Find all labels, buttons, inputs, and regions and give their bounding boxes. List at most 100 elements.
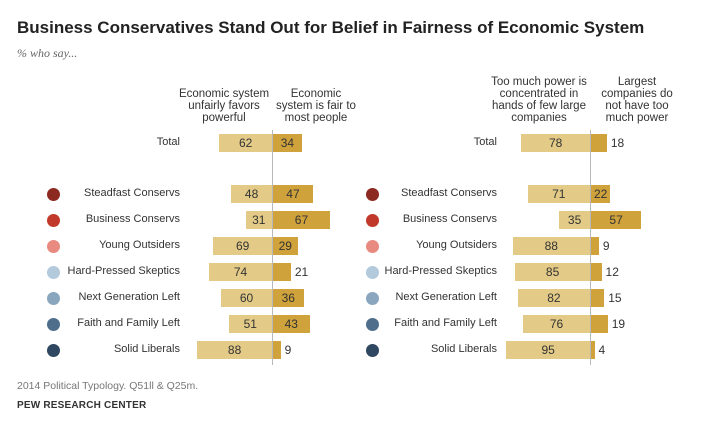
value-label-right: 19 bbox=[611, 317, 626, 331]
group-color-dot bbox=[47, 291, 60, 305]
panel1-category-label: Solid Liberals bbox=[113, 343, 180, 355]
bar-left bbox=[523, 315, 590, 333]
bar-left bbox=[221, 289, 272, 307]
bar-right bbox=[591, 341, 595, 359]
bar-right bbox=[273, 315, 310, 333]
group-color-dot bbox=[366, 317, 379, 331]
value-label-right: 9 bbox=[602, 239, 610, 253]
panel1-category-label: Young Outsiders bbox=[99, 239, 180, 251]
group-color-dot bbox=[366, 187, 379, 201]
panel1-category-label: Steadfast Conservs bbox=[84, 187, 180, 199]
bar-left bbox=[559, 211, 590, 229]
value-label-right: 67 bbox=[294, 213, 309, 227]
value-label-right: 43 bbox=[284, 317, 298, 331]
panel2-category-label: Steadfast Conservs bbox=[401, 187, 497, 199]
panel1-right-header: Economic system is fair to most people bbox=[276, 88, 356, 124]
group-color-dot bbox=[366, 265, 379, 279]
panel2-category-label: Total bbox=[473, 136, 497, 148]
value-label-right: 29 bbox=[278, 239, 292, 253]
group-color-dot bbox=[366, 291, 379, 305]
bar-left bbox=[521, 134, 590, 152]
value-label-left: 35 bbox=[567, 213, 582, 227]
value-label-right: 47 bbox=[286, 187, 300, 201]
value-label-left: 85 bbox=[545, 265, 560, 279]
chart-subtitle: % who say... bbox=[17, 46, 78, 60]
value-label-right: 4 bbox=[598, 343, 606, 357]
bar-right bbox=[591, 237, 599, 255]
bar-left bbox=[245, 211, 272, 229]
value-label-left: 69 bbox=[235, 239, 250, 253]
value-label-left: 60 bbox=[239, 291, 254, 305]
group-color-dot bbox=[47, 317, 60, 331]
panel1-category-label: Next Generation Left bbox=[78, 291, 180, 303]
value-label-right: 9 bbox=[284, 343, 292, 357]
value-label-left: 48 bbox=[244, 187, 259, 201]
group-color-dot bbox=[47, 265, 60, 279]
panel2-category-label: Faith and Family Left bbox=[394, 317, 497, 329]
group-color-dot bbox=[47, 239, 60, 253]
bar-left bbox=[219, 134, 272, 152]
bar-left bbox=[512, 237, 590, 255]
value-label-right: 57 bbox=[609, 213, 623, 227]
bar-right bbox=[273, 134, 302, 152]
bar-right bbox=[273, 185, 313, 203]
bar-left bbox=[527, 185, 590, 203]
group-color-dot bbox=[366, 343, 379, 357]
bar-right bbox=[273, 211, 330, 229]
panel2-category-label: Solid Liberals bbox=[430, 343, 497, 355]
value-label-left: 88 bbox=[227, 343, 242, 357]
value-label-left: 82 bbox=[547, 291, 561, 305]
panel2-category-label: Next Generation Left bbox=[395, 291, 497, 303]
value-label-left: 31 bbox=[252, 213, 266, 227]
value-label-left: 51 bbox=[243, 317, 257, 331]
panel1-category-label: Faith and Family Left bbox=[77, 317, 180, 329]
bar-left bbox=[517, 289, 590, 307]
bar-left bbox=[515, 263, 590, 281]
bar-right bbox=[591, 289, 605, 307]
bar-right bbox=[591, 134, 607, 152]
value-label-left: 71 bbox=[552, 187, 566, 201]
bar-left bbox=[213, 237, 272, 255]
panel2-left-header: Too much power is concentrated in hands … bbox=[491, 76, 587, 124]
panel2-zero-axis bbox=[590, 130, 591, 365]
bar-left bbox=[231, 185, 272, 203]
bar-left bbox=[506, 341, 590, 359]
bar-right bbox=[273, 237, 298, 255]
panel1-category-label: Business Conservs bbox=[85, 213, 180, 225]
group-color-dot bbox=[47, 213, 60, 227]
value-label-left: 62 bbox=[238, 136, 253, 150]
value-label-left: 74 bbox=[233, 265, 248, 279]
source-credit: PEW RESEARCH CENTER bbox=[17, 400, 147, 411]
panel2-category-label: Hard-Pressed Skeptics bbox=[384, 265, 498, 277]
group-color-dot bbox=[47, 187, 60, 201]
value-label-right: 18 bbox=[610, 136, 625, 150]
bar-right bbox=[273, 289, 304, 307]
value-label-left: 76 bbox=[549, 317, 564, 331]
bar-right bbox=[591, 315, 608, 333]
value-label-right: 34 bbox=[280, 136, 295, 150]
bar-right bbox=[273, 263, 291, 281]
group-color-dot bbox=[366, 239, 379, 253]
panel1-category-label: Hard-Pressed Skeptics bbox=[67, 265, 181, 277]
value-label-right: 15 bbox=[608, 291, 622, 305]
panel2-right-header: Largest companies do not have too much p… bbox=[601, 76, 673, 124]
bar-right bbox=[591, 263, 602, 281]
bar-right bbox=[273, 341, 281, 359]
bar-left bbox=[228, 315, 272, 333]
group-color-dot bbox=[366, 213, 379, 227]
value-label-right: 22 bbox=[593, 187, 608, 201]
value-label-left: 88 bbox=[544, 239, 558, 253]
panel2-category-label: Young Outsiders bbox=[416, 239, 497, 251]
panel1-zero-axis bbox=[272, 130, 273, 365]
panel1-left-header: Economic system unfairly favors powerful bbox=[178, 88, 270, 124]
value-label-right: 21 bbox=[294, 265, 309, 279]
value-label-right: 12 bbox=[605, 265, 619, 279]
bar-left bbox=[209, 263, 272, 281]
bar-right bbox=[591, 185, 611, 203]
bar-right bbox=[591, 211, 642, 229]
panel2-category-label: Business Conservs bbox=[402, 213, 497, 225]
value-label-left: 95 bbox=[541, 343, 555, 357]
chart-title: Business Conservatives Stand Out for Bel… bbox=[17, 18, 645, 37]
value-label-left: 78 bbox=[548, 136, 563, 150]
bar-left bbox=[197, 341, 272, 359]
